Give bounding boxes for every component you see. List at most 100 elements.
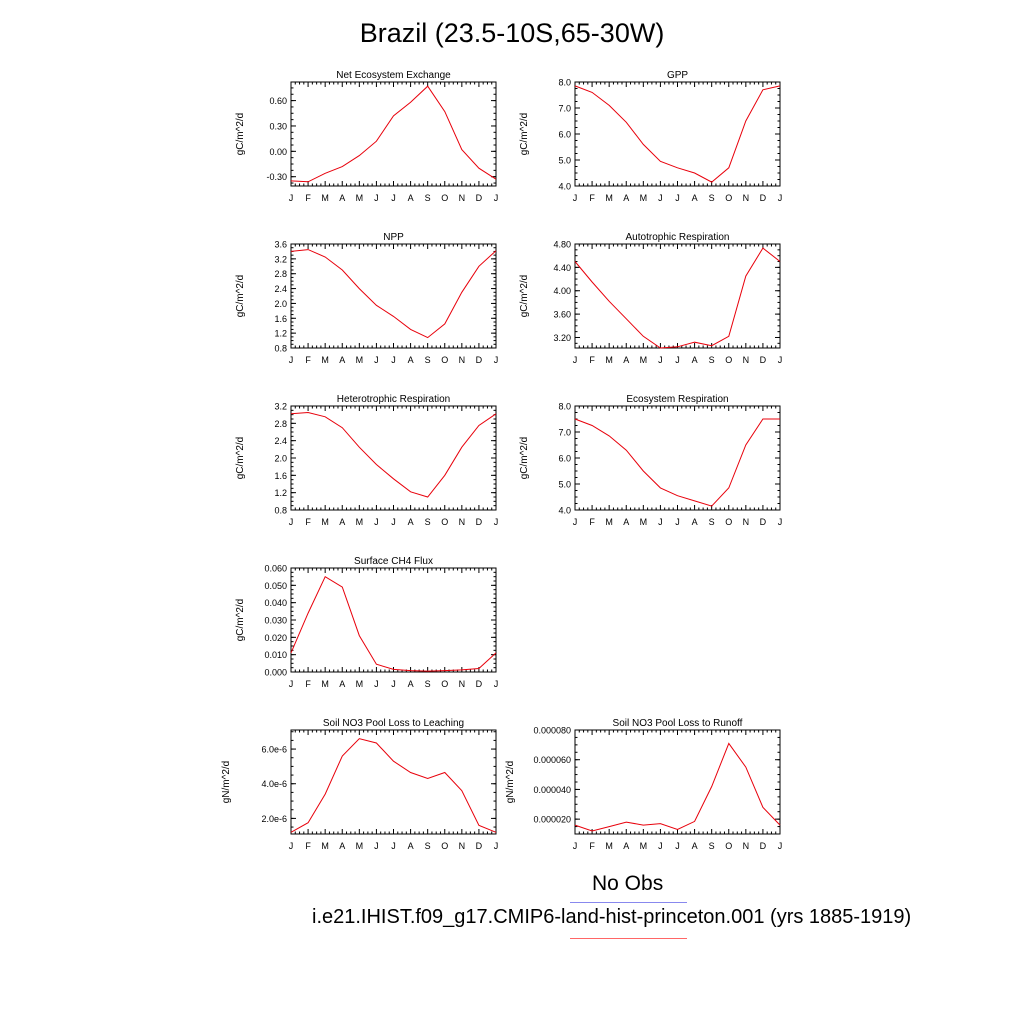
x-tick-label: A: [339, 355, 345, 365]
x-tick-label: A: [339, 841, 345, 851]
plot-frame: [290, 243, 497, 349]
y-axis-label: gC/m^2/d: [519, 113, 530, 156]
x-tick-label: A: [692, 841, 698, 851]
y-tick-label: 2.4: [274, 284, 287, 294]
x-tick-label: D: [760, 517, 767, 527]
x-tick-label: O: [441, 679, 448, 689]
y-tick-label: 1.6: [274, 314, 287, 324]
y-tick-label: 0.8: [274, 506, 287, 516]
y-tick-label: 0.000060: [533, 755, 571, 765]
x-tick-label: J: [391, 517, 396, 527]
y-tick-label: 0.000080: [533, 726, 571, 736]
x-tick-label: D: [476, 679, 483, 689]
x-tick-label: S: [709, 193, 715, 203]
x-tick-label: M: [605, 517, 613, 527]
y-tick-label: 3.2: [274, 254, 287, 264]
x-tick-label: N: [459, 679, 466, 689]
x-tick-label: J: [494, 841, 499, 851]
x-tick-label: J: [494, 679, 499, 689]
x-tick-label: M: [356, 841, 364, 851]
x-tick-label: A: [692, 517, 698, 527]
x-tick-label: N: [459, 355, 466, 365]
x-tick-label: M: [356, 193, 364, 203]
y-tick-label: 0.000: [264, 668, 287, 678]
y-tick-label: 0.60: [269, 96, 287, 106]
x-tick-label: A: [408, 841, 414, 851]
y-tick-label: 6.0: [558, 130, 571, 140]
x-tick-label: J: [391, 193, 396, 203]
x-tick-label: M: [321, 679, 329, 689]
plot-frame: [574, 81, 781, 187]
series-line: [290, 575, 497, 672]
x-tick-label: S: [425, 679, 431, 689]
x-tick-label: D: [760, 841, 767, 851]
series-line: [574, 85, 781, 183]
x-tick-label: J: [675, 517, 680, 527]
y-tick-label: -0.30: [266, 172, 287, 182]
x-tick-label: J: [658, 841, 663, 851]
y-tick-label: 2.0: [274, 454, 287, 464]
x-tick-label: F: [305, 517, 311, 527]
x-tick-label: D: [760, 193, 767, 203]
y-tick-label: 2.8: [274, 419, 287, 429]
x-tick-label: S: [425, 193, 431, 203]
x-tick-label: J: [573, 355, 578, 365]
y-tick-label: 7.0: [558, 428, 571, 438]
y-tick-label: 2.0: [274, 299, 287, 309]
panel-title: Net Ecosystem Exchange: [336, 70, 451, 81]
x-tick-label: S: [709, 517, 715, 527]
x-tick-label: F: [305, 679, 311, 689]
plot-frame: [574, 405, 781, 511]
x-tick-label: J: [658, 355, 663, 365]
x-tick-label: J: [391, 679, 396, 689]
x-tick-label: A: [408, 193, 414, 203]
y-axis-label: gC/m^2/d: [235, 599, 246, 642]
y-axis-label: gC/m^2/d: [235, 275, 246, 318]
x-tick-label: M: [605, 841, 613, 851]
series-line: [290, 738, 497, 833]
panel-title: Surface CH4 Flux: [354, 556, 433, 567]
panel-title: Ecosystem Respiration: [626, 394, 728, 405]
y-tick-label: 0.000040: [533, 785, 571, 795]
y-tick-label: 0.000020: [533, 815, 571, 825]
legend-case-label: i.e21.IHIST.f09_g17.CMIP6-land-hist-prin…: [312, 906, 912, 928]
y-tick-label: 0.060: [264, 564, 287, 574]
x-tick-label: O: [725, 517, 732, 527]
series-line: [574, 247, 781, 349]
y-tick-label: 6.0e-6: [261, 745, 287, 755]
x-tick-label: O: [441, 193, 448, 203]
x-tick-label: J: [494, 355, 499, 365]
x-tick-label: S: [709, 841, 715, 851]
x-tick-label: O: [725, 841, 732, 851]
series-line: [574, 418, 780, 507]
panel-title: Soil NO3 Pool Loss to Runoff: [613, 718, 743, 729]
x-tick-label: J: [658, 517, 663, 527]
x-tick-label: J: [675, 355, 680, 365]
x-tick-label: M: [356, 355, 364, 365]
x-tick-label: J: [374, 355, 379, 365]
x-tick-label: J: [289, 841, 294, 851]
series-line: [290, 85, 497, 183]
x-tick-label: J: [573, 193, 578, 203]
x-tick-label: D: [760, 355, 767, 365]
x-tick-label: F: [305, 841, 311, 851]
x-tick-label: D: [476, 355, 483, 365]
x-tick-label: A: [623, 517, 629, 527]
y-tick-label: 4.0: [558, 182, 571, 192]
y-tick-label: 0.010: [264, 650, 287, 660]
x-tick-label: M: [640, 193, 648, 203]
panel-8: Soil NO3 Pool Loss to Leaching gN/m^2/d J F…: [221, 718, 498, 851]
y-tick-label: 4.0e-6: [261, 779, 287, 789]
y-axis-label: gN/m^2/d: [505, 761, 516, 804]
y-tick-label: 7.0: [558, 104, 571, 114]
x-tick-label: A: [692, 355, 698, 365]
y-tick-label: 0.020: [264, 633, 287, 643]
legend-case-line: [570, 938, 687, 939]
plot-frame: [574, 243, 781, 349]
